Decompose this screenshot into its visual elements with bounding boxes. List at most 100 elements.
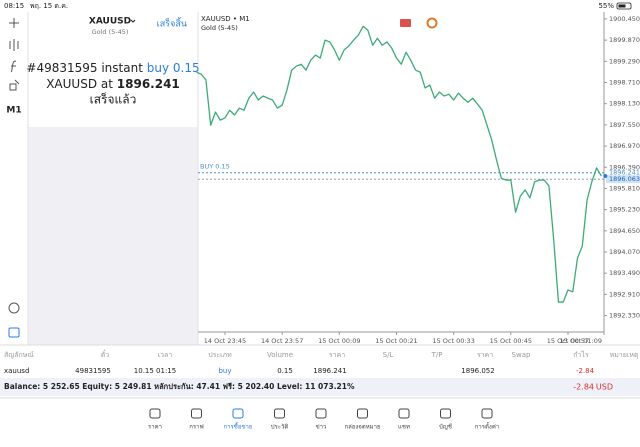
status-time: 08:15 (4, 2, 24, 10)
table-header: T/P (431, 351, 443, 359)
tab-icon[interactable] (274, 408, 285, 419)
currency: USD (596, 383, 613, 392)
balance-summary: Balance: 5 252.65 Equity: 5 249.81 หลักป… (4, 382, 355, 391)
chart-tool-icon[interactable] (426, 17, 438, 29)
x-tick-label: 14 Oct 23:45 (204, 337, 246, 345)
trade-icon[interactable] (8, 327, 20, 338)
tab-icon[interactable] (191, 408, 202, 419)
y-tick-label: 1894.070 (609, 248, 640, 256)
table-cell: -2.84 (576, 367, 595, 375)
tab-label[interactable]: กล่องจดหมาย (344, 424, 380, 431)
crosshair-icon[interactable] (9, 18, 19, 28)
symbol[interactable]: XAUUSD (89, 17, 131, 27)
table-header: S/L (383, 351, 394, 359)
y-tick-label: 1900.450 (609, 15, 640, 23)
order-label: BUY 0.15 (200, 163, 230, 171)
tab-label[interactable]: ประวัติ (271, 424, 289, 431)
order-price-label: 1896.241 (609, 169, 640, 177)
table-header: Swap (512, 351, 531, 359)
y-tick-label: 1897.550 (609, 121, 640, 129)
tab-icon[interactable] (232, 408, 244, 419)
chart-subtitle: Gold (5-45) (201, 24, 238, 32)
x-tick-label: 15 Oct 01:09 (560, 337, 602, 345)
chart-tool-icon[interactable] (400, 19, 411, 27)
table-header: เวลา (158, 351, 173, 359)
order-message: XAUUSD at 1896.241 (46, 77, 180, 91)
tab-label[interactable]: การซื้อขาย (224, 421, 253, 431)
y-tick-label: 1892.330 (609, 312, 640, 320)
tab-icon[interactable] (481, 408, 493, 419)
tab-label[interactable]: บัญชี (439, 423, 452, 431)
caret (130, 19, 136, 23)
tab-icon[interactable] (149, 408, 161, 419)
function-icon[interactable] (11, 60, 17, 73)
x-tick-label: 15 Oct 00:45 (490, 337, 532, 345)
tab-icon[interactable] (315, 408, 327, 419)
symbol-description: Gold (5-45) (92, 28, 129, 36)
y-tick-label: 1896.970 (609, 142, 640, 150)
y-tick-label: 1895.230 (609, 206, 640, 214)
indicator-icon[interactable] (9, 39, 19, 51)
table-cell: 1896.052 (461, 367, 494, 375)
tab-label[interactable]: ข่าว (316, 424, 327, 431)
x-tick-label: 15 Oct 00:57 (547, 337, 589, 345)
balance-bar (0, 378, 640, 396)
table-header: ประเภท (208, 351, 232, 359)
tab-label[interactable]: แชท (398, 424, 410, 431)
last-point (603, 174, 608, 179)
y-tick-label: 1896.390 (609, 163, 640, 171)
toolbar-icons (8, 18, 20, 338)
battery-level (618, 4, 626, 8)
order-message: #49831595 instant buy 0.15 (26, 61, 199, 75)
battery-text: 55% (598, 2, 614, 10)
tab-label[interactable]: ราคา (148, 424, 162, 431)
message-status: เสร็จแล้ว (90, 92, 137, 107)
tab-icon[interactable] (440, 408, 451, 419)
table-header: สัญลักษณ์ (4, 351, 34, 359)
table-header: กำไร (573, 350, 589, 359)
status-date: พฤ. 15 ต.ค. (30, 2, 68, 10)
y-tick-label: 1899.290 (609, 57, 640, 65)
price-label: 1896.063 (609, 175, 640, 183)
panel-gray (28, 127, 198, 345)
y-tick-label: 1893.490 (609, 269, 640, 277)
table-cell: 10.15 01:15 (134, 367, 176, 375)
y-tick-label: 1898.710 (609, 79, 640, 87)
table-header: Volume (267, 351, 293, 359)
price-line-series (196, 25, 602, 303)
tab-icon[interactable] (357, 408, 368, 419)
table-cell: xauusd (4, 367, 29, 375)
table-cell: 49831595 (75, 367, 111, 375)
total-profit: -2.84 (573, 383, 594, 392)
message-text: #49831595 instant (26, 61, 143, 75)
objects-icon[interactable] (9, 79, 20, 91)
y-tick-label: 1894.650 (609, 227, 640, 235)
table-header: หมายเหตุ (610, 351, 639, 359)
tab-label[interactable]: การตั้งค่า (475, 421, 499, 431)
search-icon[interactable] (8, 302, 20, 314)
battery-icon (616, 2, 632, 10)
x-tick-label: 15 Oct 00:21 (375, 337, 417, 345)
x-tick-label: 15 Oct 00:33 (432, 337, 474, 345)
table-header: ราคา (329, 351, 345, 359)
chart-title: XAUUSD • M1 (201, 15, 250, 23)
table-cell: buy (218, 367, 231, 375)
tab-label[interactable]: กราฟ (189, 424, 203, 431)
timeframe[interactable]: M1 (6, 106, 21, 116)
y-tick-label: 1892.910 (609, 290, 640, 298)
message-price: 1896.241 (117, 77, 180, 91)
message-action: buy 0.15 (147, 61, 200, 75)
x-tick-label: 15 Oct 00:09 (318, 337, 360, 345)
y-tick-label: 1895.810 (609, 184, 640, 192)
y-tick-label: 1899.870 (609, 36, 640, 44)
table-cell: 0.15 (277, 367, 293, 375)
table-cell: 1896.241 (313, 367, 346, 375)
y-tick-label: 1898.130 (609, 100, 640, 108)
message-text: XAUUSD at (46, 77, 113, 91)
tab-icon[interactable] (398, 408, 410, 419)
table-header: ตั๋ว (101, 350, 110, 359)
table-header: ราคา (477, 351, 493, 359)
price-label-bg (606, 175, 640, 184)
done-button[interactable]: เสร็จสิ้น (157, 17, 187, 30)
